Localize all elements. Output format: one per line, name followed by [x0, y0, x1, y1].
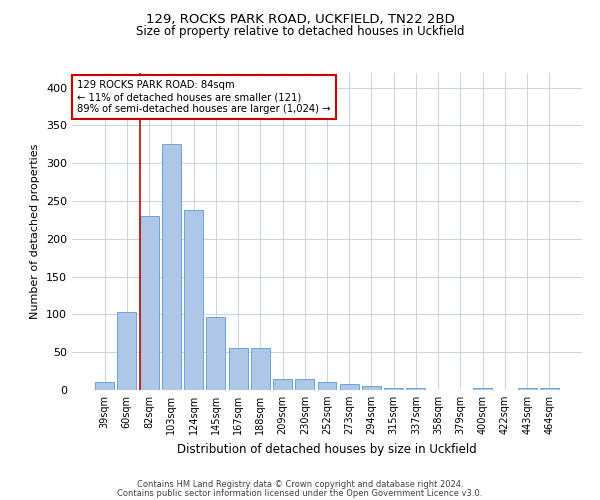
Bar: [406, 388, 425, 390]
Bar: [295, 380, 314, 390]
Bar: [251, 348, 270, 390]
Text: Contains HM Land Registry data © Crown copyright and database right 2024.: Contains HM Land Registry data © Crown c…: [137, 480, 463, 489]
Bar: [229, 348, 248, 390]
Bar: [384, 388, 403, 390]
Bar: [184, 210, 203, 390]
X-axis label: Distribution of detached houses by size in Uckfield: Distribution of detached houses by size …: [177, 442, 477, 456]
Bar: [273, 378, 292, 390]
Bar: [340, 384, 359, 390]
Bar: [118, 312, 136, 390]
Text: 129 ROCKS PARK ROAD: 84sqm
← 11% of detached houses are smaller (121)
89% of sem: 129 ROCKS PARK ROAD: 84sqm ← 11% of deta…: [77, 80, 331, 114]
Text: Size of property relative to detached houses in Uckfield: Size of property relative to detached ho…: [136, 25, 464, 38]
Bar: [473, 388, 492, 390]
Bar: [206, 316, 225, 390]
Bar: [540, 388, 559, 390]
Bar: [317, 382, 337, 390]
Bar: [362, 386, 381, 390]
Bar: [140, 216, 158, 390]
Text: 129, ROCKS PARK ROAD, UCKFIELD, TN22 2BD: 129, ROCKS PARK ROAD, UCKFIELD, TN22 2BD: [146, 12, 454, 26]
Y-axis label: Number of detached properties: Number of detached properties: [31, 144, 40, 319]
Bar: [162, 144, 181, 390]
Bar: [518, 388, 536, 390]
Text: Contains public sector information licensed under the Open Government Licence v3: Contains public sector information licen…: [118, 488, 482, 498]
Bar: [95, 382, 114, 390]
